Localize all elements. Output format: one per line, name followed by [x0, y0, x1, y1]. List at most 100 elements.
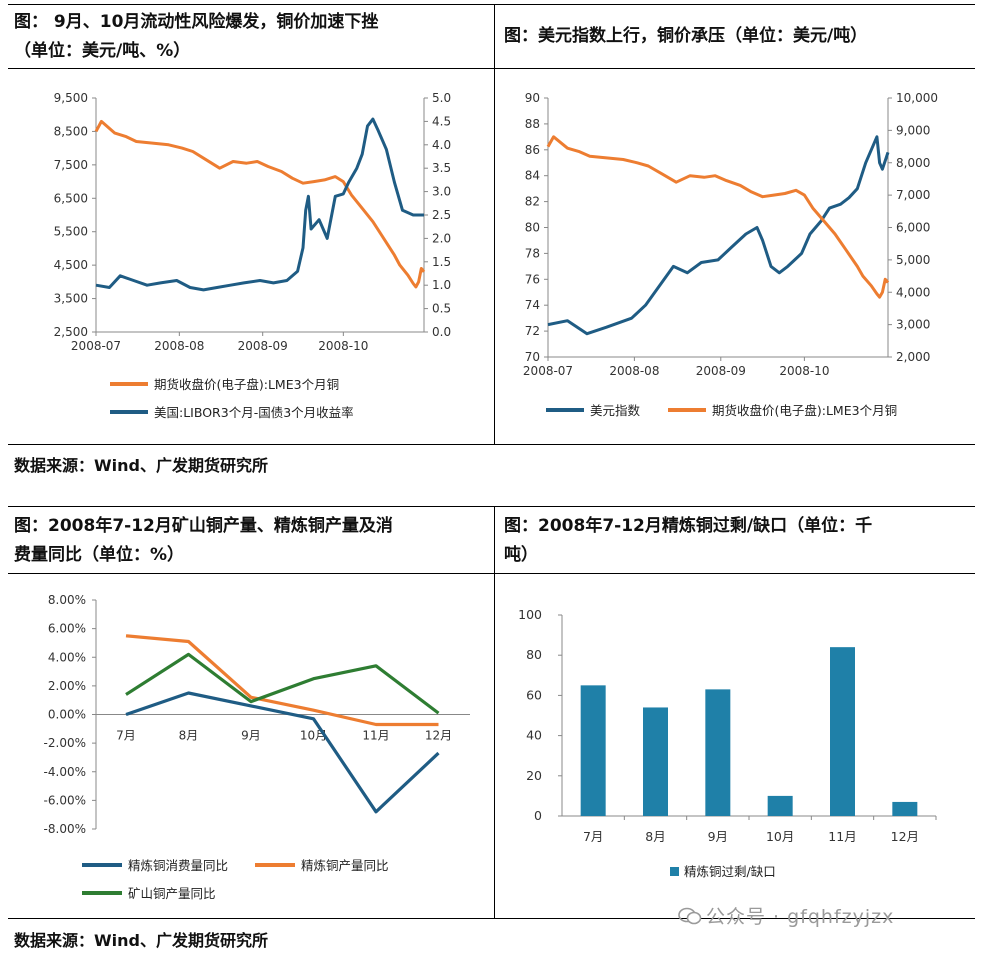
- chart1-y-right-tick-label: 0.0: [432, 325, 451, 339]
- chart3-y-tick-label: 8.00%: [48, 593, 86, 607]
- chart1-legend-label-0: 期货收盘价(电子盘):LME3个月铜: [154, 377, 339, 392]
- chart2-y-right-tick-label: 2,000: [896, 350, 930, 364]
- frame-top-line: [8, 4, 975, 5]
- chart2-x-tick-label: 2008-08: [609, 364, 659, 378]
- chart2-y-left-tick-label: 72: [525, 324, 540, 338]
- chart3-y-tick-label: 6.00%: [48, 622, 86, 636]
- chart2-x-tick-label: 2008-10: [779, 364, 829, 378]
- chart4-x-tick-label: 7月: [583, 829, 603, 844]
- chart4-svg: 100 80 60 40 20 0 7月 8月 9月 10月 11月 12月精炼铜过剩/缺口: [518, 607, 937, 879]
- chart2-y-left-tick-label: 78: [525, 246, 540, 260]
- chart1-title-line2: （单位：美元/吨、%）: [14, 41, 191, 61]
- chart1-series-line-0: [94, 119, 426, 289]
- chart2-y-right-tick-label: 6,000: [896, 221, 930, 235]
- chart4-y-tick-label: 40: [526, 728, 542, 743]
- chart1-title-line1: 图： 9月、10月流动性风险爆发，铜价加速下挫: [14, 12, 379, 32]
- chart4-legend-swatch: [670, 867, 679, 876]
- chart1-y-left-tick-label: 3,500: [54, 292, 88, 306]
- chart1-legend-label-1: 美国:LIBOR3个月-国债3个月收益率: [154, 405, 354, 420]
- frame-title-divider-lower: [8, 573, 975, 574]
- chart1-y-left-tick-label: 9,500: [54, 91, 88, 105]
- chart4-bar: [643, 707, 668, 816]
- chart1-x-tick-label: 2008-07: [71, 339, 121, 353]
- chart2-series-line-0: [547, 135, 890, 336]
- chart2-y-left-tick-label: 70: [525, 350, 540, 364]
- chart2-y-right-tick-label: 10,000: [896, 91, 938, 105]
- frame-bottom-line-top: [8, 444, 975, 445]
- chart3-legend-label-2: 矿山铜产量同比: [128, 886, 216, 901]
- chart2-svg: 90 88 86 84 82 80 78 76 74 72 70 10,000 9,000 8,000 7,…: [523, 91, 938, 418]
- frame-center-line-top: [494, 4, 495, 445]
- source-note-top: 数据来源：Wind、广发期货研究所: [14, 456, 268, 475]
- chart4-x-tick-label: 12月: [891, 829, 919, 844]
- chart1-series-line-1: [95, 117, 424, 292]
- chart4-bar: [705, 689, 731, 816]
- chart1-y-right-tick-label: 0.5: [432, 302, 451, 316]
- chart2-y-left-tick-label: 90: [525, 91, 540, 105]
- chart1-y-left-tick-label: 6,500: [54, 191, 88, 205]
- frame-top-line-lower: [8, 506, 975, 507]
- chart4-x-tick-label: 9月: [708, 829, 728, 844]
- chart3-x-tick-label: 10月: [300, 729, 327, 743]
- chart1-y-left-tick-label: 4,500: [54, 258, 88, 272]
- chart2-x-tick-label: 2008-09: [696, 364, 746, 378]
- chart1-x-tick-label: 2008-10: [318, 339, 368, 353]
- chart2-y-right-tick-label: 9,000: [896, 123, 930, 137]
- chart2-y-right-tick-label: 7,000: [896, 188, 930, 202]
- chart4-bar: [580, 685, 606, 816]
- chart3-x-tick-label: 7月: [116, 729, 136, 743]
- chart1-svg: 9,500 8,500 7,500 6,500 5,500 4,500 3,500 2,500…: [54, 91, 451, 420]
- chart3-svg: 8.00% 6.00% 4.00% 2.00% 0.00% -2.00% -4.00% -6.…: [44, 593, 470, 901]
- chart2-series-line-1: [546, 135, 890, 299]
- chart1-y-right-tick-label: 3.0: [432, 185, 451, 199]
- chart2-y-left-tick-label: 84: [525, 169, 540, 183]
- chart2-y-right-tick-label: 5,000: [896, 253, 930, 267]
- chart4-bar: [767, 795, 793, 816]
- chart1-y-left-tick-label: 5,500: [54, 225, 88, 239]
- chart1-y-left-tick-label: 2,500: [54, 325, 88, 339]
- watermark: 公众号 · gfqhfzyjzx: [678, 902, 894, 929]
- chart4-bar: [892, 801, 918, 816]
- chart1-y-right-tick-label: 5.0: [432, 91, 451, 105]
- chart2-legend-label-0: 美元指数: [590, 403, 641, 418]
- chart2-y-left-tick-label: 82: [525, 195, 540, 209]
- chart4-x-tick-label: 8月: [645, 829, 665, 844]
- frame-title-divider-top: [8, 68, 975, 69]
- chart4-y-tick-label: 80: [526, 647, 542, 662]
- chart2-y-right-tick-label: 4,000: [896, 285, 930, 299]
- chart3-title: 图：2008年7-12月矿山铜产量、精炼铜产量及消 费量同比（单位：%）: [14, 512, 393, 570]
- chart1-y-left-tick-label: 7,500: [54, 158, 88, 172]
- chart4-y-tick-label: 0: [534, 808, 542, 823]
- chart4-title-line1: 图：2008年7-12月精炼铜过剩/缺口（单位：千: [504, 516, 873, 536]
- chart3-series-line-1: [125, 634, 439, 727]
- chart3-x-tick-label: 11月: [362, 729, 389, 743]
- chart3-title-line1: 图：2008年7-12月矿山铜产量、精炼铜产量及消: [14, 516, 393, 536]
- chart4-x-tick-label: 10月: [766, 829, 794, 844]
- chart2-y-left-tick-label: 80: [525, 221, 540, 235]
- chart3-y-tick-label: -4.00%: [44, 765, 86, 779]
- frame-center-line-lower: [494, 506, 495, 919]
- chart4-title: 图：2008年7-12月精炼铜过剩/缺口（单位：千 吨）: [504, 512, 872, 570]
- chart4-legend-label: 精炼铜过剩/缺口: [684, 864, 776, 879]
- chart1-y-left-tick-label: 8,500: [54, 124, 88, 138]
- watermark-text: 公众号 · gfqhfzyjzx: [706, 906, 895, 928]
- chart4-title-line2: 吨）: [504, 545, 538, 565]
- chart2-y-right-tick-label: 3,000: [896, 318, 930, 332]
- chart1-x-tick-label: 2008-09: [238, 339, 288, 353]
- wechat-icon: [678, 907, 702, 925]
- chart1-y-right-tick-label: 4.5: [432, 114, 451, 128]
- chart3-y-tick-label: -8.00%: [44, 822, 86, 836]
- chart3-title-line2: 费量同比（单位：%）: [14, 545, 185, 565]
- chart1-y-right-tick-label: 1.5: [432, 255, 451, 269]
- chart3-series-line-2: [125, 652, 440, 715]
- chart1-y-right-tick-label: 1.0: [432, 278, 451, 292]
- frame-bottom-line-lower: [8, 918, 975, 919]
- chart2-title-line1: 图：美元指数上行，铜价承压（单位：美元/吨）: [504, 26, 868, 46]
- chart2-y-right-tick-label: 8,000: [896, 156, 930, 170]
- chart1-y-right-tick-label: 2.0: [432, 231, 451, 245]
- chart2-y-left-tick-label: 74: [525, 298, 540, 312]
- chart1-y-right-tick-label: 2.5: [432, 208, 451, 222]
- chart3-series-line-0: [125, 691, 440, 814]
- chart3-x-tick-label: 12月: [425, 729, 452, 743]
- chart2-title: 图：美元指数上行，铜价承压（单位：美元/吨）: [504, 22, 867, 51]
